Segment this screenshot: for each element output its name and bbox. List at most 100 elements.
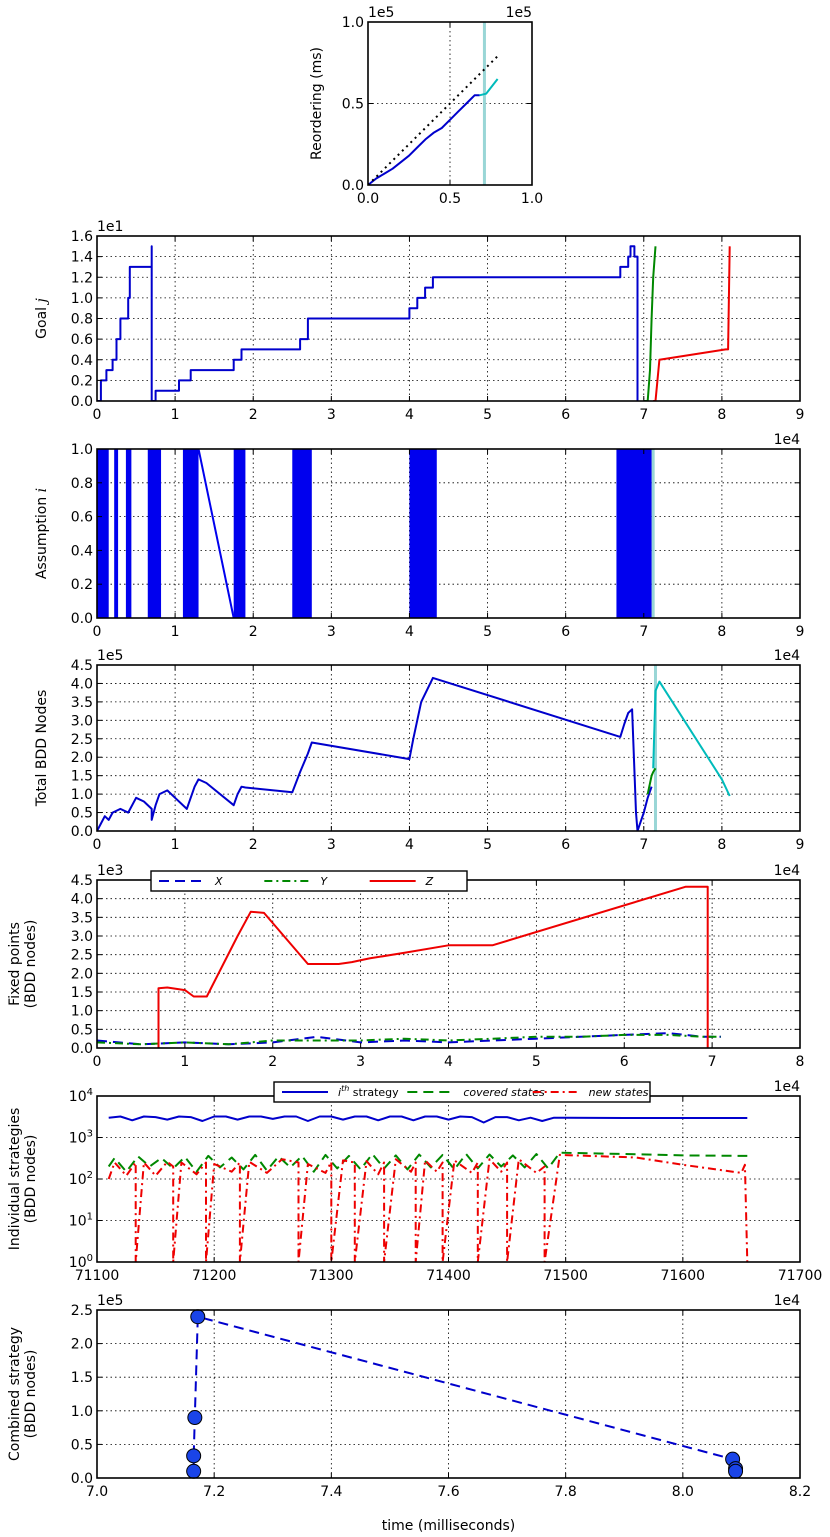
assumption-band	[182, 449, 199, 618]
y-tick-label: 3.5	[71, 695, 93, 711]
x-tick-label: 71500	[543, 1268, 588, 1284]
chart-panel-7: 7.0 7.2 7.4 7.6 7.8 8.0 8.20.00.51.01.52.02.51…	[7, 1293, 811, 1534]
y-tick-label: 4.5	[71, 873, 93, 889]
x-tick-label: 1	[171, 837, 180, 853]
x-tick-label: 5	[532, 1054, 541, 1070]
legend-label: new states	[589, 1086, 649, 1099]
x-tick-label: 8	[796, 1054, 805, 1070]
x-tick-label: 4	[444, 1054, 453, 1070]
y-axis-label: Total BDD Nodes	[34, 690, 50, 808]
legend-label: covered states	[463, 1086, 545, 1099]
y-tick-label: 0.6	[71, 332, 93, 348]
y-tick-label: 1.5	[71, 769, 93, 785]
y-tick-label: 3.5	[71, 910, 93, 926]
y-axis-label-text: (BDD nodes)	[23, 920, 39, 1009]
data-point	[190, 1309, 206, 1325]
x-tick-label: 8.2	[789, 1484, 811, 1500]
x-tick-label: 0.5	[439, 191, 461, 207]
y-tick-label: 2.0	[71, 750, 93, 766]
x-tick-label: 2	[249, 624, 258, 640]
x-tick-label: 0.0	[357, 191, 379, 207]
y-tick-label: 1.0	[342, 15, 364, 31]
y-tick-label: 0.5	[71, 806, 93, 822]
y-axis-label-text: Individual strategies	[7, 1108, 23, 1251]
y-scale-label: 1e3	[97, 863, 123, 879]
legend: X Y Z	[150, 870, 468, 892]
x-tick-label: 5	[483, 624, 492, 640]
y-axis-label-text: Fixed points	[7, 922, 23, 1006]
x-tick-label: 6	[561, 837, 570, 853]
y-axis-label-text: Combined strategy	[7, 1327, 23, 1461]
y-axis-label-text: Reordering (ms)	[309, 47, 325, 160]
y-scale-label: 1e5	[97, 648, 123, 664]
y-tick-label: 0.0	[71, 1041, 93, 1057]
data-point	[186, 1448, 202, 1464]
x-tick-label: 6	[561, 407, 570, 423]
y-tick-label: 1.0	[71, 1004, 93, 1020]
assumption-band	[292, 449, 312, 618]
series-line-2	[646, 767, 657, 795]
y-scale-label: 1e1	[97, 219, 123, 235]
y-tick-label: 0.8	[71, 312, 93, 328]
legend-label: Y	[320, 875, 328, 888]
y-tick-label: 3.0	[71, 713, 93, 729]
axes-frame	[96, 448, 801, 619]
y-axis-label: Individual strategies (BDD nodes)	[7, 1108, 39, 1251]
y-tick-label: 0.5	[342, 97, 364, 113]
plot-area	[97, 665, 731, 831]
assumption-band	[409, 449, 437, 618]
y-tick-label: 2.5	[71, 948, 93, 964]
series-line-z	[157, 885, 709, 1048]
x-tick-label: 7	[708, 1054, 717, 1070]
y-axis-label-text: Assumption i	[34, 488, 50, 579]
x-tick-label: 71600	[661, 1268, 706, 1284]
x-tick-label: 5	[483, 407, 492, 423]
y-tick-label: 0.4	[71, 543, 93, 559]
plot-area	[97, 245, 731, 401]
y-tick-label: 103	[69, 1129, 93, 1147]
series-line-2	[479, 78, 499, 97]
chart-panel-3: 0 1 2 3 4 5 6 7 8 9 0.0 0.2 0.4 0.6 0.8 1.0 1e4 Assumptio…	[34, 432, 804, 640]
y-tick-label: 0.8	[71, 476, 93, 492]
x-tick-label: 0	[93, 407, 102, 423]
y-axis-label: Fixed points (BDD nodes)	[7, 920, 39, 1009]
x-tick-label: 8	[717, 624, 726, 640]
y-tick-label: 101	[69, 1212, 93, 1230]
y-tick-label: 0.0	[71, 394, 93, 410]
y-tick-label: 0.2	[71, 373, 93, 389]
x-scale-label: 1e4	[774, 1293, 801, 1309]
y-tick-label: 4.0	[71, 676, 93, 692]
x-tick-label: 7.4	[320, 1484, 342, 1500]
y-tick-label: 4.5	[71, 658, 93, 674]
plot-area	[97, 449, 655, 618]
y-tick-label: 0.6	[71, 510, 93, 526]
x-tick-label: 3	[327, 407, 336, 423]
x-tick-label: 6	[561, 624, 570, 640]
y-tick-label: 0.5	[71, 1022, 93, 1038]
x-tick-label: 3	[356, 1054, 365, 1070]
chart-panel-4: 0 1 2 3 4 5 6 7 8 9 0.0 0.5 1.0 1.5 2.0 2.5 3.0 3.5 4.0 4.5…	[34, 648, 804, 853]
x-tick-label: 1.0	[521, 191, 543, 207]
assumption-band	[114, 449, 119, 618]
legend-label: X	[214, 875, 223, 888]
series-line-3	[368, 53, 500, 185]
x-tick-label: 8.0	[672, 1484, 694, 1500]
data-point	[186, 1463, 202, 1479]
x-tick-label: 8	[717, 837, 726, 853]
x-scale-label: 1e4	[774, 1079, 801, 1095]
x-tick-label: 7	[639, 624, 648, 640]
plot-area	[97, 885, 721, 1048]
y-tick-label: 0.0	[71, 824, 93, 840]
assumption-band	[97, 449, 109, 618]
y-axis-label-text: Goal j	[34, 298, 50, 339]
y-axis-label-text: (BDD nodes)	[23, 1350, 39, 1439]
y-scale-label: 1e5	[368, 5, 394, 21]
y-tick-label: 102	[69, 1170, 93, 1188]
axes-frame	[96, 879, 801, 1049]
legend-label: Z	[425, 875, 434, 888]
x-tick-label: 9	[796, 837, 805, 853]
x-tick-label: 4	[405, 407, 414, 423]
y-axis-label: Reordering (ms)	[309, 47, 325, 160]
y-tick-label: 1.0	[71, 787, 93, 803]
